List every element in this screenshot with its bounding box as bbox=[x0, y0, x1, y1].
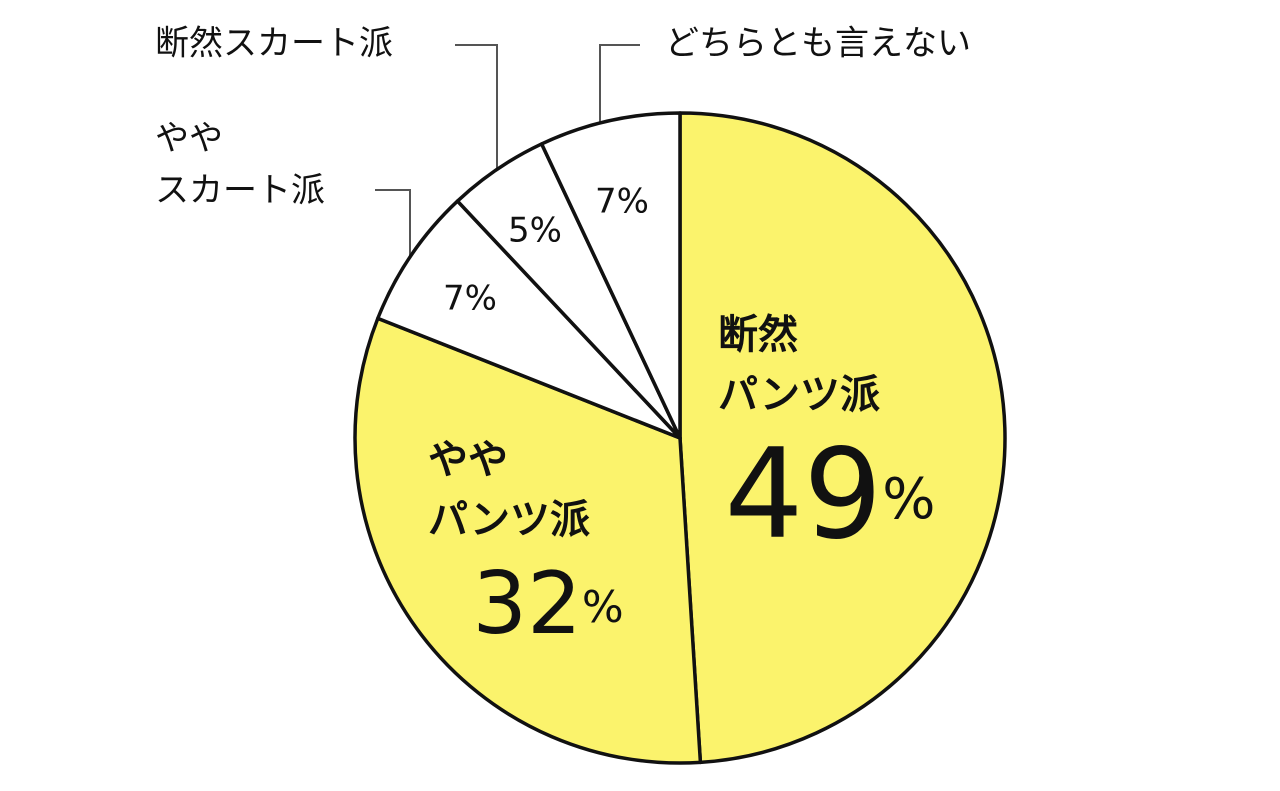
value-unit: % bbox=[582, 582, 624, 633]
pie-slice bbox=[678, 111, 1007, 765]
value-unit: % bbox=[882, 467, 935, 532]
slices bbox=[353, 111, 1007, 765]
pie-slice bbox=[376, 199, 682, 440]
pie-slice bbox=[539, 111, 682, 440]
leader-line bbox=[455, 44, 498, 185]
category-label: どちらとも言えない bbox=[665, 24, 971, 64]
category-label: パンツ派 bbox=[428, 497, 590, 543]
pie-slice bbox=[353, 316, 703, 765]
value-label: 7% bbox=[443, 279, 497, 319]
value-number: 32 bbox=[472, 554, 581, 654]
value-label: 5% bbox=[508, 211, 562, 251]
value-number: 49 bbox=[724, 423, 882, 567]
value-label: 7% bbox=[595, 182, 649, 222]
category-label: やや bbox=[428, 437, 508, 483]
category-label: パンツ派 bbox=[718, 372, 880, 418]
leader-line bbox=[375, 189, 411, 280]
value-label: 49% bbox=[724, 423, 935, 567]
category-label: 断然 bbox=[718, 312, 798, 358]
category-label: やや bbox=[155, 119, 223, 159]
leader-line bbox=[599, 44, 640, 150]
category-label: 断然スカート派 bbox=[155, 24, 393, 64]
value-label: 32% bbox=[472, 554, 623, 654]
category-label: スカート派 bbox=[155, 171, 325, 211]
